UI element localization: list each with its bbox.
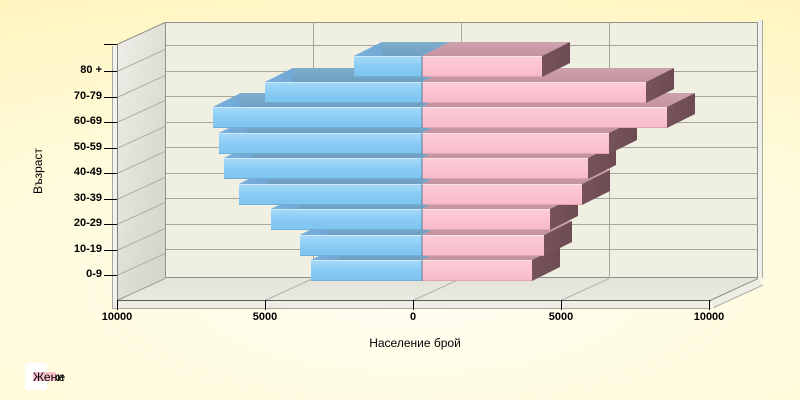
bar-male-0-9[interactable]	[310, 260, 422, 281]
bar-center-junction	[421, 158, 423, 179]
bar-female-50-59[interactable]	[422, 132, 610, 154]
y-axis-tick	[104, 44, 117, 45]
x-axis-title: Население брой	[369, 336, 461, 350]
y-axis-label: 0-9	[86, 268, 102, 280]
legend: МъжеЖени	[25, 363, 65, 390]
y-axis-label: 50-59	[73, 140, 102, 153]
y-axis-label: 20-29	[73, 217, 102, 229]
bar-male-10-19[interactable]	[300, 234, 422, 256]
x-axis-tick	[709, 300, 710, 310]
y-axis-label: 30-39	[73, 191, 102, 204]
bar-male-40-49[interactable]	[224, 158, 422, 179]
bar-female-70-79[interactable]	[422, 81, 647, 103]
y-axis-label: 80 +	[80, 64, 102, 76]
floor-thickness	[112, 300, 711, 309]
right-wall-thickness	[757, 20, 763, 278]
bar-female-0-9[interactable]	[422, 260, 532, 281]
legend-swatch-female	[33, 372, 56, 381]
y-axis-line	[117, 44, 118, 300]
y-axis-tick	[104, 224, 117, 225]
y-axis-tick	[104, 122, 117, 123]
bar-center-junction	[421, 56, 423, 77]
y-axis-label: 40-49	[73, 166, 102, 178]
bar-center-junction	[421, 107, 423, 128]
y-axis-tick	[104, 147, 117, 149]
bar-female-20-29[interactable]	[422, 209, 550, 230]
bar-center-junction	[421, 209, 423, 230]
bar-center-junction	[421, 234, 423, 256]
bar-female-60-69[interactable]	[422, 107, 668, 128]
x-axis-tick	[265, 300, 266, 310]
y-axis-tick	[104, 173, 117, 174]
y-axis-label: 70-79	[73, 89, 102, 102]
bar-male-60-69[interactable]	[212, 107, 422, 128]
y-axis-title: Възраст	[31, 148, 45, 194]
bar-center-junction	[421, 260, 423, 281]
y-axis-tick	[104, 96, 117, 98]
legend-label: Жени	[33, 369, 64, 384]
x-axis-label: 5000	[548, 311, 574, 323]
x-axis-label: 0	[409, 311, 417, 323]
x-axis-tick	[117, 300, 118, 310]
bar-center-junction	[421, 132, 423, 154]
x-axis-tick	[413, 300, 414, 310]
y-axis-tick	[104, 275, 117, 276]
x-axis-line	[117, 300, 711, 301]
bar-center-junction	[421, 183, 423, 205]
x-axis-label: 10000	[693, 311, 725, 323]
bar-male-30-39[interactable]	[239, 183, 422, 205]
y-axis-tick	[104, 198, 117, 200]
x-axis-label: 5000	[252, 311, 278, 323]
x-axis-tick	[561, 300, 562, 310]
bar-male-70-79[interactable]	[264, 81, 422, 103]
y-axis-tick	[104, 71, 117, 72]
bar-female-30-39[interactable]	[422, 183, 583, 205]
x-axis-label: 10000	[101, 311, 133, 323]
bar-female-40-49[interactable]	[422, 158, 589, 179]
bar-male-80plus[interactable]	[353, 56, 422, 77]
y-axis-label: 60-69	[73, 115, 102, 127]
bar-female-80plus[interactable]	[422, 56, 543, 77]
bar-female-10-19[interactable]	[422, 234, 544, 256]
bar-male-50-59[interactable]	[218, 132, 422, 154]
y-axis-tick	[104, 249, 117, 251]
bar-center-junction	[421, 81, 423, 103]
y-axis-label: 10-19	[73, 242, 102, 255]
bar-male-20-29[interactable]	[270, 209, 422, 230]
